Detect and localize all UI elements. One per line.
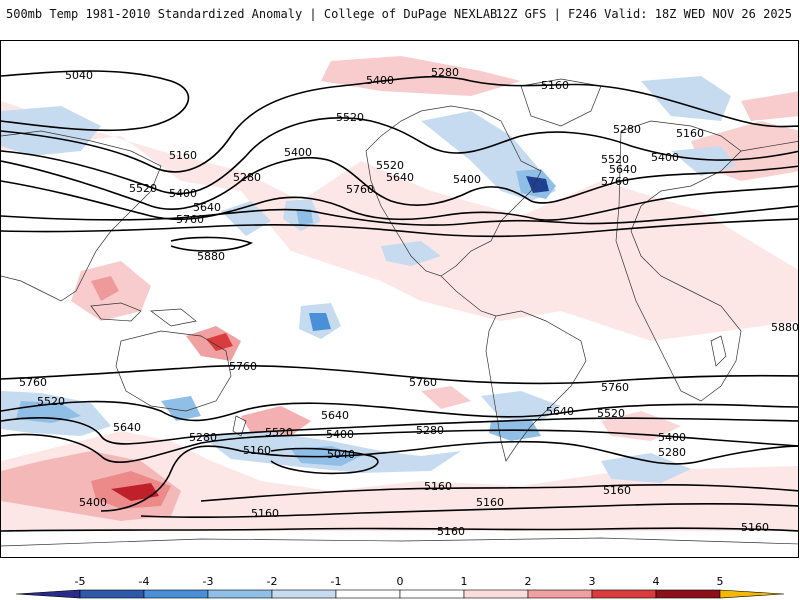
height-contours — [1, 70, 798, 532]
colorbar-swatch — [207, 589, 273, 599]
map-title: 500mb Temp 1981-2010 Standardized Anomal… — [6, 7, 498, 21]
contour-label: 5400 — [366, 74, 394, 87]
contour-label: 5160 — [741, 521, 769, 534]
contour-label: 5640 — [546, 405, 574, 418]
contour-label: 5160 — [243, 444, 271, 457]
cold-anomaly-shading — [1, 76, 736, 483]
contour-label: 5400 — [79, 496, 107, 509]
colorbar-tick: -1 — [330, 575, 342, 588]
colorbar-tick: 5 — [716, 575, 724, 588]
contour-label: 5760 — [409, 376, 437, 389]
contour-label: 5880 — [771, 321, 799, 334]
contour-label: 5040 — [65, 69, 93, 82]
colorbar-swatch — [719, 589, 785, 599]
colorbar-tick: -5 — [74, 575, 86, 588]
contour-label: 5160 — [541, 79, 569, 92]
contour-label: 5400 — [169, 187, 197, 200]
colorbar-tick: 0 — [396, 575, 404, 588]
colorbar-swatch — [335, 589, 401, 599]
model-run-info: 12Z GFS | F246 Valid: 18Z WED NOV 26 202… — [495, 7, 792, 21]
contour-label: 5400 — [284, 146, 312, 159]
contour-label: 5640 — [321, 409, 349, 422]
colorbar-swatch — [591, 589, 657, 599]
contour-label: 5400 — [453, 173, 481, 186]
contour-label: 5160 — [169, 149, 197, 162]
colorbar-swatch — [655, 589, 721, 599]
contour-label: 5520 — [129, 182, 157, 195]
contour-label: 5160 — [424, 480, 452, 493]
contour-label: 5280 — [658, 446, 686, 459]
contour-label: 5880 — [197, 250, 225, 263]
colorbar-swatch — [15, 589, 81, 599]
contour-label: 5760 — [176, 213, 204, 226]
colorbar-swatch — [399, 589, 465, 599]
contour-label: 5280 — [416, 424, 444, 437]
contour-label: 5640 — [113, 421, 141, 434]
colorbar-legend: -5 -4 -3 -2 -1 0 1 2 3 4 5 — [0, 572, 800, 600]
contour-label: 5160 — [437, 525, 465, 538]
contour-label: 5280 — [233, 171, 261, 184]
colorbar-tick: -4 — [138, 575, 150, 588]
contour-labels: 5040 5400 5280 5160 5520 5160 5280 5160 … — [19, 66, 799, 538]
colorbar-tick: -2 — [266, 575, 278, 588]
contour-label: 5760 — [19, 376, 47, 389]
contour-label: 5400 — [651, 151, 679, 164]
contour-label: 5280 — [431, 66, 459, 79]
contour-label: 5040 — [327, 448, 355, 461]
colorbar-swatch — [463, 589, 529, 599]
contour-label: 5520 — [336, 111, 364, 124]
contour-label: 5760 — [601, 381, 629, 394]
contour-label: 5640 — [193, 201, 221, 214]
colorbar-tick: 1 — [460, 575, 468, 588]
colorbar-tick: 4 — [652, 575, 660, 588]
colorbar-swatch — [271, 589, 337, 599]
colorbar-tick: 2 — [524, 575, 532, 588]
colorbar-tick: 3 — [588, 575, 596, 588]
contour-label: 5160 — [251, 507, 279, 520]
contour-label: 5280 — [613, 123, 641, 136]
colorbar-strip — [15, 589, 785, 599]
colorbar-swatch — [143, 589, 209, 599]
contour-label: 5760 — [229, 360, 257, 373]
contour-label: 5640 — [386, 171, 414, 184]
contour-label: 5280 — [189, 431, 217, 444]
anomaly-map: 5040 5400 5280 5160 5520 5160 5280 5160 … — [0, 40, 799, 558]
contour-label: 5760 — [601, 175, 629, 188]
contour-label: 5520 — [265, 426, 293, 439]
contour-label: 5160 — [603, 484, 631, 497]
contour-label: 5160 — [676, 127, 704, 140]
contour-label: 5400 — [326, 428, 354, 441]
contour-label: 5400 — [658, 431, 686, 444]
contour-label: 5520 — [597, 407, 625, 420]
header: 500mb Temp 1981-2010 Standardized Anomal… — [0, 0, 800, 40]
map-canvas: 5040 5400 5280 5160 5520 5160 5280 5160 … — [1, 56, 799, 547]
colorbar-swatch — [527, 589, 593, 599]
contour-label: 5160 — [476, 496, 504, 509]
contour-label: 5520 — [37, 395, 65, 408]
colorbar-tick: -3 — [202, 575, 214, 588]
contour-label: 5520 — [376, 159, 404, 172]
contour-label: 5760 — [346, 183, 374, 196]
contour-label: 5520 — [601, 153, 629, 166]
contour-label: 5640 — [609, 163, 637, 176]
colorbar-swatch — [79, 589, 145, 599]
